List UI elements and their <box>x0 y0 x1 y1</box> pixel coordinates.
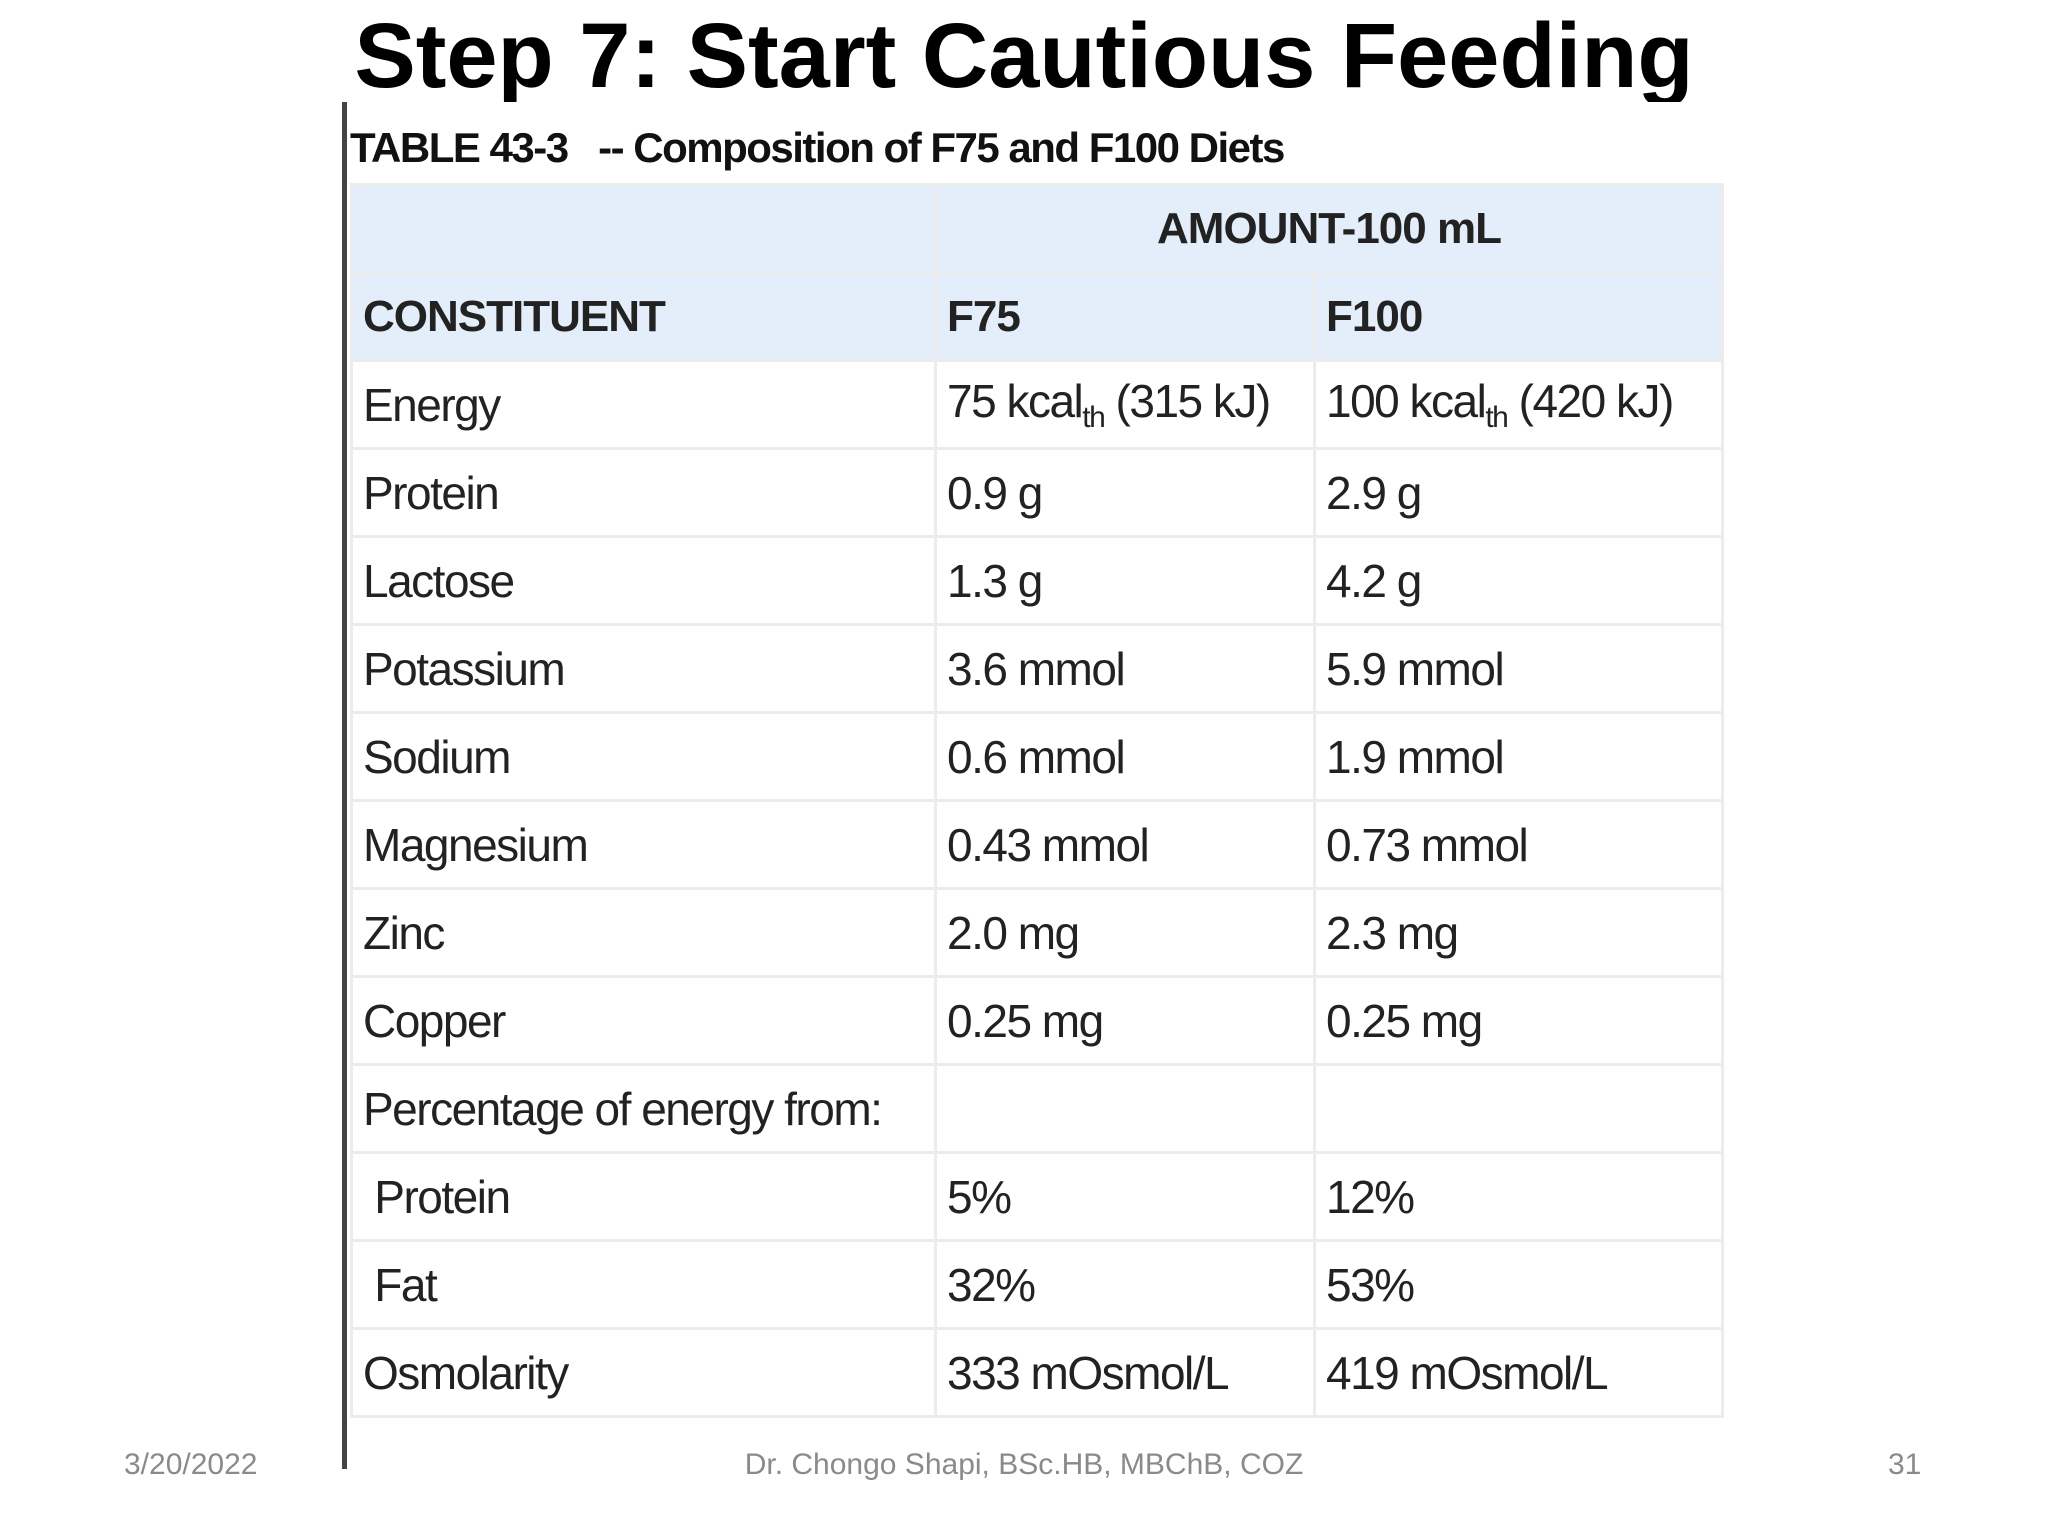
cell: 0.6 mmol <box>937 714 1313 799</box>
table-row: Copper 0.25 mg 0.25 mg <box>353 978 1721 1063</box>
title-area: Step 7: Start Cautious Feeding <box>0 0 2048 102</box>
cell: Protein <box>353 1154 934 1239</box>
cell: 333 mOsmol/L <box>937 1330 1313 1415</box>
cell: Potassium <box>353 626 934 711</box>
cell: Percentage of energy from: <box>353 1066 934 1151</box>
cell: 12% <box>1316 1154 1721 1239</box>
slide-title: Step 7: Start Cautious Feeding <box>354 5 1694 102</box>
header-cell <box>353 186 934 271</box>
cell: 0.25 mg <box>937 978 1313 1063</box>
cell-text: 100 kcal <box>1326 374 1487 427</box>
column-header: F75 <box>937 274 1313 359</box>
table-row: Zinc 2.0 mg 2.3 mg <box>353 890 1721 975</box>
cell <box>1316 1066 1721 1151</box>
cell: Copper <box>353 978 934 1063</box>
subscript: th <box>1082 401 1106 435</box>
table-row: Protein 0.9 g 2.9 g <box>353 450 1721 535</box>
column-header: F100 <box>1316 274 1721 359</box>
header-row: CONSTITUENT F75 F100 <box>353 274 1721 359</box>
cell: 0.43 mmol <box>937 802 1313 887</box>
table-row: Percentage of energy from: <box>353 1066 1721 1151</box>
cell <box>937 1066 1313 1151</box>
table-caption: TABLE 43-3 -- Composition of F75 and F10… <box>350 124 1285 171</box>
cell-text: 75 kcal <box>947 374 1084 427</box>
cell: 1.9 mmol <box>1316 714 1721 799</box>
cell: 0.73 mmol <box>1316 802 1721 887</box>
page-number: 31 <box>1888 1448 1922 1481</box>
cell: 0.25 mg <box>1316 978 1721 1063</box>
cell: 2.0 mg <box>937 890 1313 975</box>
cell: Fat <box>353 1242 934 1327</box>
table-row: Fat 32% 53% <box>353 1242 1721 1327</box>
cell: Magnesium <box>353 802 934 887</box>
cell: 3.6 mmol <box>937 626 1313 711</box>
header-row: AMOUNT-100 mL <box>353 186 1721 271</box>
cell: 5% <box>937 1154 1313 1239</box>
table-row: Magnesium 0.43 mmol 0.73 mmol <box>353 802 1721 887</box>
cell: Energy <box>353 362 934 447</box>
cell-text: (315 kJ) <box>1104 374 1272 427</box>
cell: Lactose <box>353 538 934 623</box>
cell: 32% <box>937 1242 1313 1327</box>
cell: 4.2 g <box>1316 538 1721 623</box>
table-row: Lactose 1.3 g 4.2 g <box>353 538 1721 623</box>
table-row: Energy 75 kcalth (315 kJ) 100 kcalth (42… <box>353 362 1721 447</box>
cell: 75 kcalth (315 kJ) <box>937 362 1313 447</box>
footer-author: Dr. Chongo Shapi, BSc.HB, MBChB, COZ <box>744 1448 1304 1481</box>
cell: 1.3 g <box>937 538 1313 623</box>
cell: Sodium <box>353 714 934 799</box>
subscript: th <box>1485 401 1509 435</box>
cell: 2.9 g <box>1316 450 1721 535</box>
cell: 100 kcalth (420 kJ) <box>1316 362 1721 447</box>
cell: Osmolarity <box>353 1330 934 1415</box>
composition-table: AMOUNT-100 mL CONSTITUENT F75 F100 Energ… <box>350 183 1724 1418</box>
table-row: Osmolarity 333 mOsmol/L 419 mOsmol/L <box>353 1330 1721 1415</box>
cell: 53% <box>1316 1242 1721 1327</box>
group-header: AMOUNT-100 mL <box>937 186 1721 271</box>
cell-text: (420 kJ) <box>1507 374 1675 427</box>
cell: 5.9 mmol <box>1316 626 1721 711</box>
table-row: Potassium 3.6 mmol 5.9 mmol <box>353 626 1721 711</box>
cell: 0.9 g <box>937 450 1313 535</box>
table-border <box>342 102 347 1469</box>
table-row: Sodium 0.6 mmol 1.9 mmol <box>353 714 1721 799</box>
table-row: Protein 5% 12% <box>353 1154 1721 1239</box>
cell: Zinc <box>353 890 934 975</box>
cell: 419 mOsmol/L <box>1316 1330 1721 1415</box>
cell: 2.3 mg <box>1316 890 1721 975</box>
footer-date: 3/20/2022 <box>124 1448 258 1481</box>
cell: Protein <box>353 450 934 535</box>
column-header: CONSTITUENT <box>353 274 934 359</box>
